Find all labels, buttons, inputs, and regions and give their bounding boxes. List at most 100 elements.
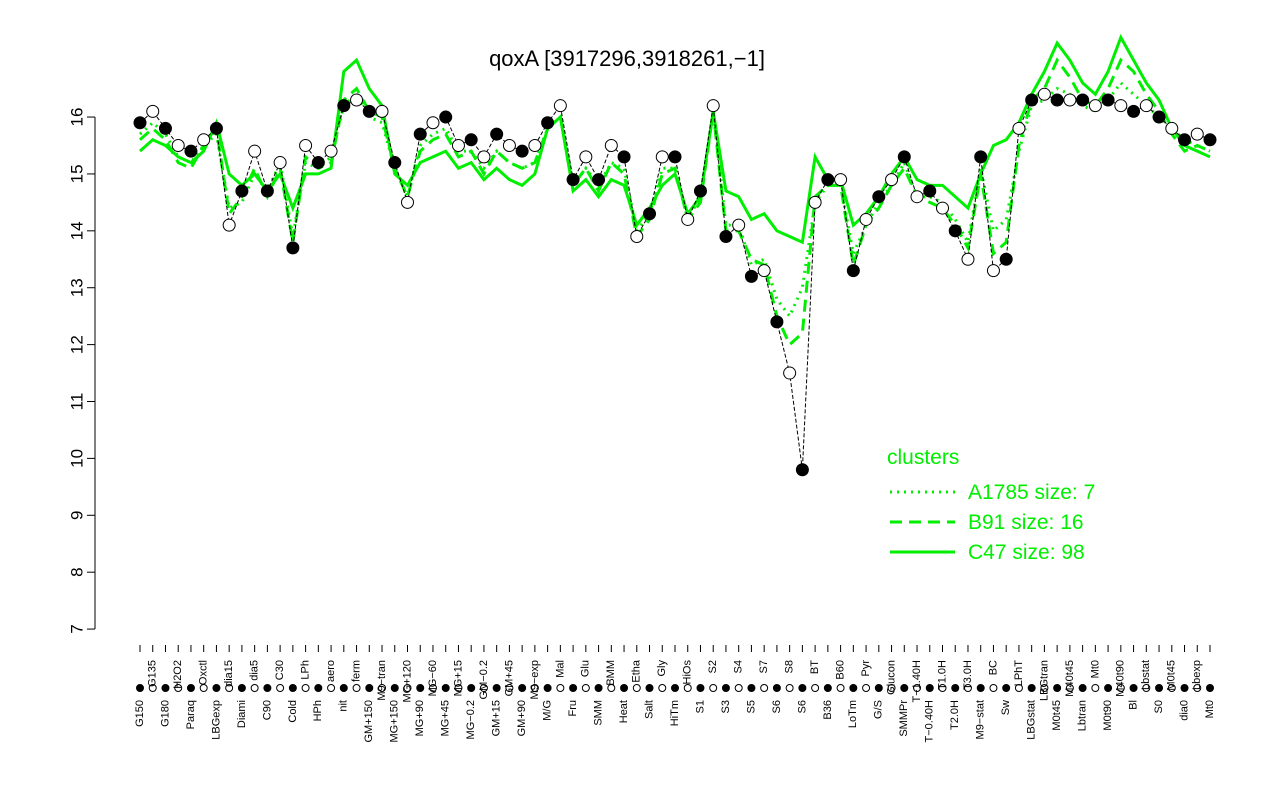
point [1178,133,1192,147]
point [464,133,478,147]
x-tick-label: Cold [287,700,299,723]
x-tick-label: G135 [147,660,159,687]
category-dot [772,684,781,692]
point [936,201,949,215]
x-tick-label: M40t45 [1064,660,1076,697]
x-tick-label: M/G [542,700,554,721]
category-dot [1142,684,1151,692]
x-tick-label: MG+120 [401,660,413,703]
category-dot [530,684,539,692]
x-tick-label: Etha [631,659,643,683]
point [566,173,580,187]
point [592,173,606,187]
point [1203,133,1217,147]
category-dot [734,684,743,692]
category-dot [963,684,972,692]
x-tick-label: aero [325,660,337,682]
point [693,184,707,198]
point [1114,99,1128,113]
category-dot [594,684,603,692]
x-tick-label: Bl [1127,700,1139,710]
category-dot [696,684,705,692]
category-dot [683,684,692,692]
point [719,230,733,244]
x-tick-label: MG−0.2 [465,700,477,739]
x-tick-label: GM+45 [503,660,515,696]
y-tick-label: 7 [67,624,86,633]
x-tick-label: T3.0H [962,660,974,690]
category-dot [1193,684,1202,692]
category-dot [569,684,578,692]
category-dot [709,684,718,692]
x-tick-label: MG+15 [452,660,464,696]
point [834,173,848,187]
x-tick-label: ferm [350,660,362,682]
point [986,264,1000,278]
x-tick-label: Pyr [860,660,872,677]
category-dot [823,684,832,692]
x-tick-label: LPhT [1013,660,1025,687]
category-dot [505,684,514,692]
x-tick-label: S6 [771,700,783,713]
x-tick-label: Mt0 [1089,660,1101,678]
y-tick-label: 11 [67,393,86,411]
category-dot [645,684,654,692]
x-tick-label: Oxctl [198,660,210,685]
y-tick-label: 10 [67,449,86,468]
point [286,241,300,255]
x-tick-label: MG+90 [414,700,426,736]
x-tick-label: S6 [796,700,808,713]
point [1101,93,1115,107]
x-tick-label: dia5 [249,660,261,681]
x-tick-label: G/S [873,700,885,719]
point [337,99,351,113]
point [706,99,720,113]
category-dot [250,684,259,692]
y-tick-label: 14 [67,221,86,240]
point [401,195,414,209]
point [681,212,695,226]
x-tick-label: MG+45 [440,700,452,736]
x-tick-label: S8 [784,660,796,673]
category-dot [581,684,590,692]
point [757,264,771,278]
category-dot [492,684,501,692]
point [350,93,364,107]
point [388,156,402,170]
point [770,315,784,329]
point [515,144,529,158]
point [490,127,504,141]
point [362,104,376,118]
point [1012,121,1026,135]
category-dot [161,684,170,692]
x-tick-label: Glucon [885,660,897,695]
legend-label: C47 size: 98 [968,541,1085,564]
x-tick-label: S2 [707,660,719,673]
point [222,218,236,232]
x-tick-label: HiOs [682,660,694,685]
x-tick-label: M40t90 [1115,660,1127,697]
point [744,269,758,283]
category-dot [747,684,756,692]
category-dot [785,684,794,692]
point [451,138,465,152]
point [923,184,937,198]
x-tick-label: LBGtran [1038,660,1050,701]
x-tick-label: Heat [618,700,630,723]
point [579,150,593,164]
point [655,150,669,164]
category-dot [276,684,285,692]
category-dot [632,684,641,692]
category-dot [1040,684,1049,692]
x-tick-label: LPh [300,660,312,680]
x-tick-label: Lbtran [1077,700,1089,731]
point [209,121,223,135]
legend-title: clusters [887,446,959,469]
point [133,116,147,130]
x-tick-label: HPh [312,700,324,721]
category-dot [976,684,985,692]
y-tick-label: 12 [67,335,86,354]
category-dot [314,684,323,692]
category-dot [874,684,883,692]
category-dot [1065,684,1074,692]
